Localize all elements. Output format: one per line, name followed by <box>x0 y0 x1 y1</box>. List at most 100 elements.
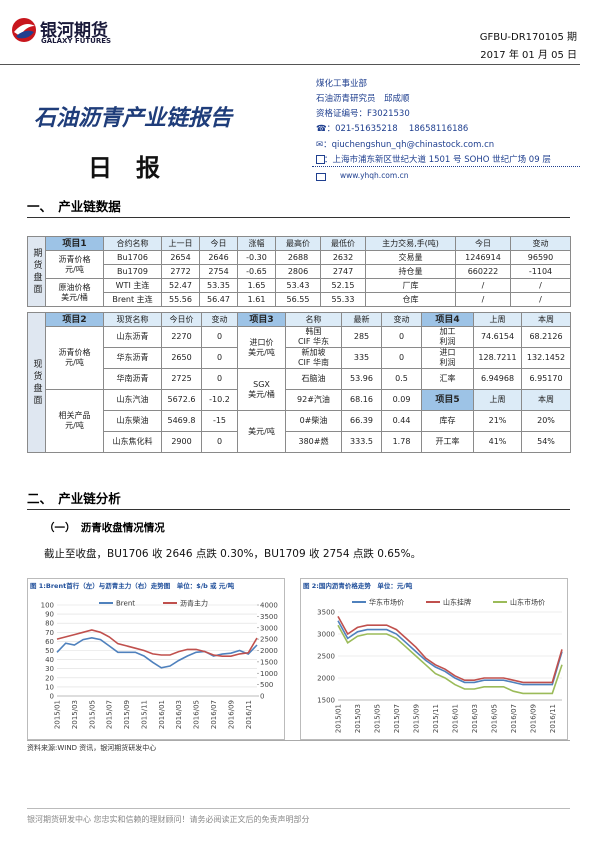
table-body: 期货盘面 项目1 合约名称 上一日 今日 涨幅 最高价 最低价 主力交易,手(吨) 今日 变动 沥青价… <box>27 236 571 307</box>
header-cell: 名称 <box>285 312 342 327</box>
table-cell: 仓库 <box>365 292 456 307</box>
table-cell: 2754 <box>199 264 238 279</box>
x-tick-label: 2016/05 <box>490 704 498 733</box>
table-cell: 0 <box>381 347 422 369</box>
side-label: 现货盘面 <box>27 312 46 453</box>
cell-line: 新加坡 <box>301 348 326 358</box>
table-cell: 新加坡 CIF 华南 <box>285 347 342 369</box>
table-cell: 汇率 <box>421 368 474 390</box>
table-row: 沥青价格 元/吨 Bu1706 2654 2646 -0.30 2688 2632 交易量 124… <box>28 250 571 279</box>
table-cell: 相关产品 元/吨 <box>45 389 104 453</box>
table-cell: 55.33 <box>320 292 366 307</box>
table-cell: 5469.8 <box>161 410 202 432</box>
y2-tick-label: 1500 <box>260 658 278 666</box>
table-cell: -0.65 <box>237 264 276 279</box>
table-cell: -15 <box>201 410 238 432</box>
table-cell: 沥青价格 元/吨 <box>45 326 104 390</box>
table-cell: WTI 主连 <box>103 278 162 293</box>
table-cell: 6.94968 <box>473 368 522 390</box>
table-cell: 美元/吨 <box>237 410 286 453</box>
cell-line: 加工 <box>439 327 456 337</box>
report-id: GFBU-DR170105 期 <box>479 32 577 43</box>
table-row: 华南沥青 2725 0 SGX 美元/桶 石脑油 53.96 0.5 汇率 6.94968 6.95… <box>28 368 571 411</box>
x-tick-label: 2016/09 <box>227 700 235 729</box>
header-cell: 项目4 <box>421 312 474 327</box>
table-cell: 华南沥青 <box>103 368 162 390</box>
header-cell: 项目3 <box>237 312 286 327</box>
table-cell: 开工率 <box>421 431 474 453</box>
header-cell: 今日价 <box>161 312 202 327</box>
table-cell: 55.56 <box>161 292 200 307</box>
logo-en: GALAXY FUTURES <box>41 37 112 45</box>
cell-line: 元/吨 <box>65 264 84 274</box>
y-tick-label: 40 <box>45 656 54 664</box>
section-heading: 二、 产业链分析 <box>27 491 121 506</box>
table-cell: 华东沥青 <box>103 347 162 369</box>
y2-tick-label: 3000 <box>260 624 278 632</box>
web-icon <box>316 173 326 181</box>
chart-title: 图 2:国内沥青价格走势 单位：元/吨 <box>303 581 413 590</box>
table-cell: Brent 主连 <box>103 292 162 307</box>
table-cell: 石脑油 <box>285 368 342 390</box>
author-line: 煤化工事业部 <box>316 79 368 89</box>
futures-table: 期货盘面 项目1 合约名称 上一日 今日 涨幅 最高价 最低价 主力交易,手(吨) 今日 变动 沥青价… <box>27 236 571 307</box>
cell-line: CIF 华南 <box>297 358 330 367</box>
cell-line: 沥青价格 <box>58 254 91 264</box>
table-cell: 56.47 <box>199 292 238 307</box>
cell-line: SGX <box>253 379 270 389</box>
legend-label: 山东挂牌 <box>443 598 471 607</box>
spot-table: 现货盘面 项目2 现货名称 今日价 变动 项目3 名称 最新 变动 项目4 上周 本周 沥青价格 元/吨山… <box>27 312 571 453</box>
table-cell: 53.96 <box>341 368 382 390</box>
x-tick-label: 2015/05 <box>88 700 96 729</box>
source-note: 资料来源:WIND 资讯，银河期货研发中心 <box>27 744 157 752</box>
y2-tick-label: 2000 <box>260 647 278 655</box>
table-row: 相关产品 元/吨 山东汽油 5672.6 -10.2 92#汽油 68.16 0.09 项目5 上… <box>28 389 571 453</box>
series-line <box>56 636 258 669</box>
table-cell: 2747 <box>320 264 366 279</box>
table-cell: 交易量 <box>365 250 456 265</box>
table-cell: 68.16 <box>341 389 382 411</box>
series-line <box>56 629 258 657</box>
table-cell: 56.55 <box>275 292 321 307</box>
author-line: ✉：qiuchengshun_qh@chinastock.com.cn <box>316 140 495 150</box>
table-cell: 5672.6 <box>161 389 202 411</box>
table-cell: -10.2 <box>201 389 238 411</box>
table-cell: 2654 <box>161 250 200 265</box>
y-tick-label: 10 <box>45 683 54 691</box>
cell-line: 美元/桶 <box>248 389 275 399</box>
y-tick-label: 3000 <box>317 631 335 639</box>
author-line: 资格证编号：F3021530 <box>316 109 410 119</box>
table-cell: 2688 <box>275 250 321 265</box>
x-tick-label: 2015/07 <box>106 700 114 729</box>
chart: 图 2:国内沥青价格走势 单位：元/吨 1500 2000 2500 3000 3500 2… <box>300 578 568 740</box>
x-tick-label: 2015/09 <box>123 700 131 729</box>
table-cell: 128.7211 <box>473 347 522 369</box>
x-tick-label: 2015/11 <box>432 704 440 733</box>
table-cell: 进口价 美元/吨 <box>237 326 286 369</box>
y2-tick-label: 1000 <box>260 670 278 678</box>
cell-line: 进口 <box>439 348 456 358</box>
cell-line: 美元/桶 <box>61 292 88 302</box>
table-cell: 1.65 <box>237 278 276 293</box>
table-body: 现货盘面 项目2 现货名称 今日价 变动 项目3 名称 最新 变动 项目4 上周 本周 沥青价格 元/吨山… <box>27 312 571 453</box>
series-line <box>337 616 563 684</box>
table-row: 华东沥青 2650 0 新加坡 CIF 华南 335 0 进口 利润 128.7211 132.14… <box>28 347 571 369</box>
source-rule <box>27 740 570 741</box>
table-cell: 1.61 <box>237 292 276 307</box>
table-cell: 285 <box>341 326 382 348</box>
table-row: Brent 主连 55.56 56.47 1.61 56.55 55.33 仓库 / / <box>28 292 571 307</box>
x-tick-label: 2015/03 <box>354 704 362 733</box>
table-cell: / <box>455 292 511 307</box>
table-cell: 0#柴油 <box>285 410 342 432</box>
table-cell: 2725 <box>161 368 202 390</box>
x-tick-label: 2016/09 <box>529 704 537 733</box>
table-cell: 山东焦化料 <box>103 431 162 453</box>
table-cell: 2900 <box>161 431 202 453</box>
table-cell: 333.5 <box>341 431 382 453</box>
section-heading: 一、 产业链数据 <box>27 199 121 214</box>
table-cell: 山东柴油 <box>103 410 162 432</box>
header-row: 现货盘面 项目2 现货名称 今日价 变动 项目3 名称 最新 变动 项目4 上周 本周 <box>27 312 571 453</box>
table-cell: 2650 <box>161 347 202 369</box>
table-cell: / <box>510 278 571 293</box>
